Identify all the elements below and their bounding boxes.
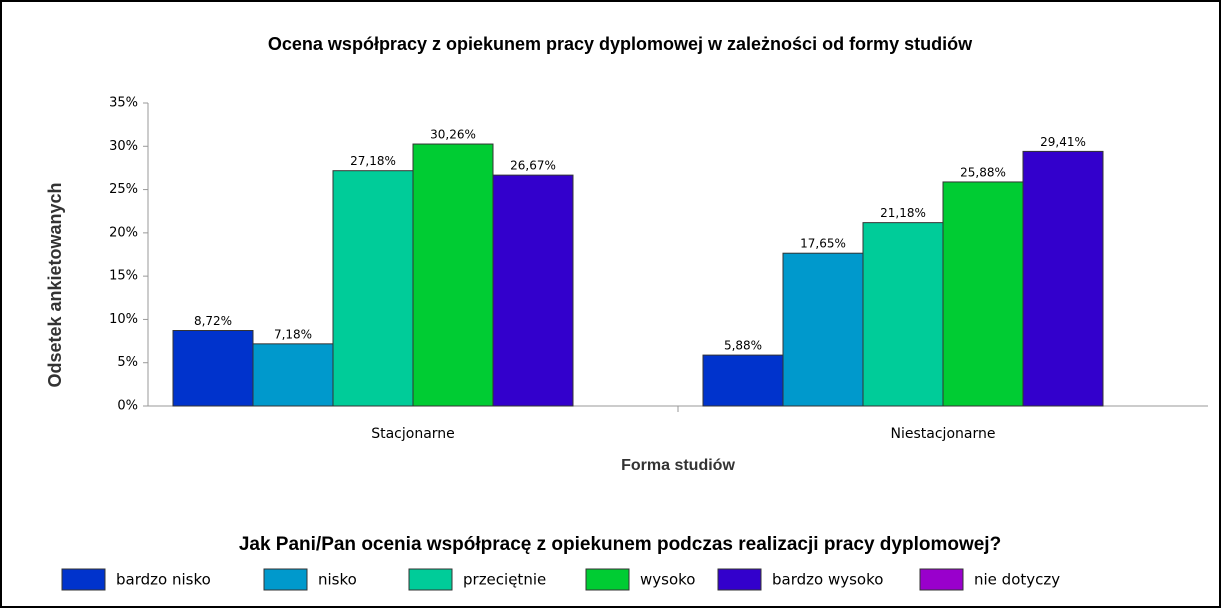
value-label: 7,18% bbox=[274, 327, 312, 341]
bar bbox=[332, 170, 414, 407]
value-label: 5,88% bbox=[724, 339, 762, 353]
bar bbox=[412, 143, 494, 407]
x-tick-label: Stacjonarne bbox=[371, 426, 455, 442]
legend-label: przeciętnie bbox=[463, 571, 546, 589]
value-label: 8,72% bbox=[194, 314, 232, 328]
bar bbox=[862, 222, 944, 407]
legend-label: nie dotyczy bbox=[974, 571, 1060, 589]
legend-swatch bbox=[585, 568, 630, 591]
value-label: 25,88% bbox=[960, 165, 1006, 179]
legend-label: wysoko bbox=[640, 571, 695, 589]
chart-title: Ocena współpracy z opiekunem pracy dyplo… bbox=[268, 34, 973, 54]
bar bbox=[782, 252, 864, 407]
value-label: 30,26% bbox=[430, 128, 476, 142]
legend-label: bardzo wysoko bbox=[772, 571, 883, 589]
bar bbox=[252, 343, 334, 407]
value-label: 27,18% bbox=[350, 154, 396, 168]
legend-swatch bbox=[408, 568, 453, 591]
value-label: 29,41% bbox=[1040, 135, 1086, 149]
y-tick-label: 15% bbox=[109, 269, 138, 284]
bar bbox=[172, 330, 254, 407]
value-label: 17,65% bbox=[800, 237, 846, 251]
legend-swatch bbox=[919, 568, 964, 591]
bar bbox=[1022, 150, 1104, 407]
bar bbox=[942, 181, 1024, 407]
legend-swatch bbox=[717, 568, 762, 591]
legend-swatch bbox=[61, 568, 106, 591]
y-tick-label: 0% bbox=[117, 399, 138, 414]
value-label: 26,67% bbox=[510, 159, 556, 173]
legend-label: bardzo nisko bbox=[116, 571, 211, 589]
legend-label: nisko bbox=[318, 571, 357, 589]
value-label: 21,18% bbox=[880, 206, 926, 220]
y-tick-label: 30% bbox=[109, 139, 138, 154]
legend-title: Jak Pani/Pan ocenia współpracę z opiekun… bbox=[239, 534, 1001, 555]
x-axis-title: Forma studiów bbox=[621, 457, 735, 474]
y-tick-label: 20% bbox=[109, 225, 138, 240]
y-tick-label: 10% bbox=[109, 312, 138, 327]
y-axis-title: Odsetek ankietowanych bbox=[45, 182, 65, 387]
y-tick-label: 25% bbox=[109, 182, 138, 197]
y-tick-label: 35% bbox=[109, 96, 138, 111]
bar bbox=[702, 354, 784, 407]
bar bbox=[492, 174, 574, 407]
x-tick-label: Niestacjonarne bbox=[891, 426, 996, 442]
legend-swatch bbox=[263, 568, 308, 591]
y-tick-label: 5% bbox=[117, 355, 138, 370]
